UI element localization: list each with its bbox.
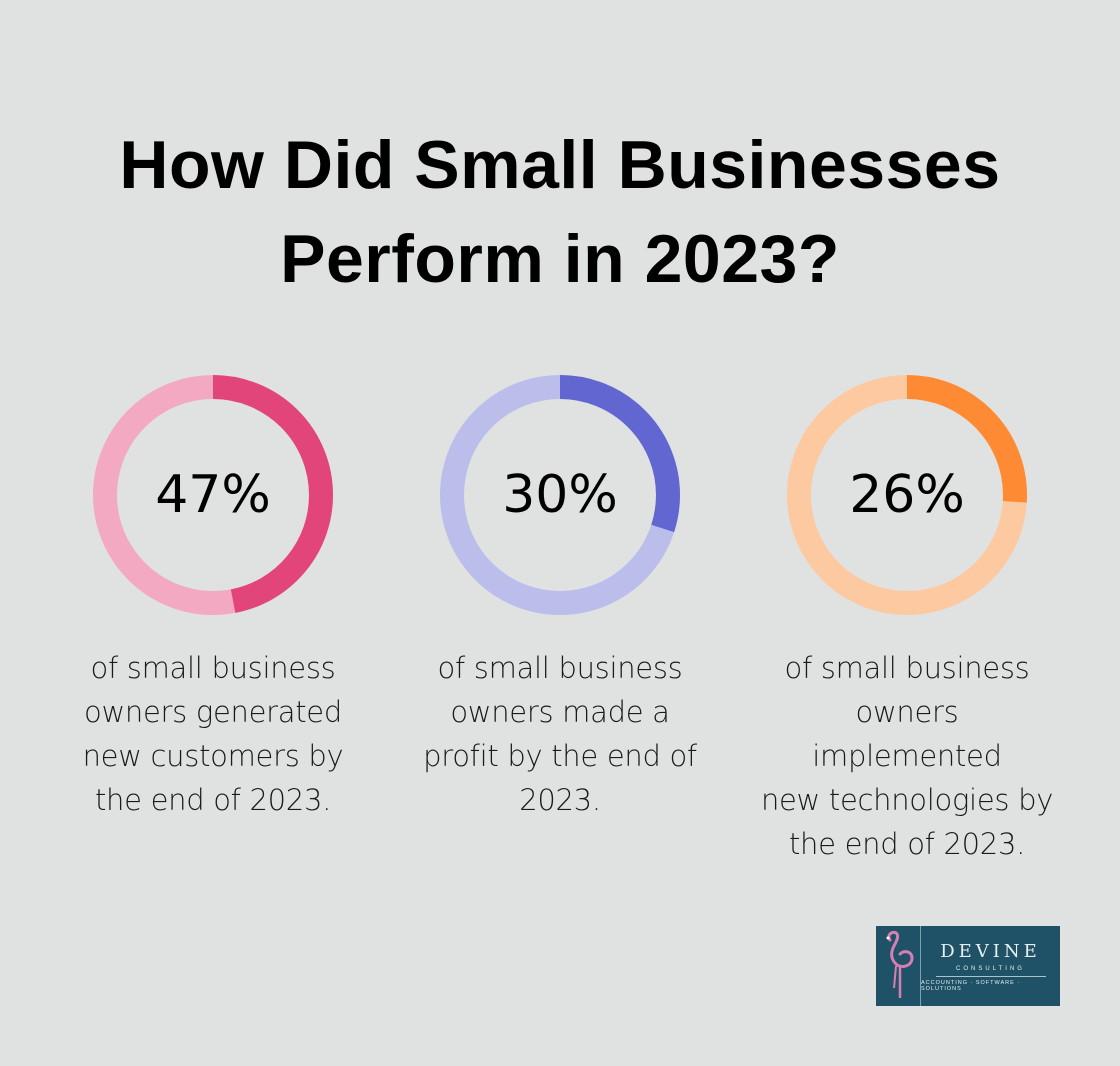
percent-label-3: 26% — [849, 465, 965, 525]
logo-sub: CONSULTING — [956, 965, 1025, 972]
donut-fill-2 — [440, 375, 680, 615]
stat-new-customers: 47% of small business owners generated n… — [63, 370, 363, 822]
logo-text: DEVINE CONSULTING ACCOUNTING · SOFTWARE … — [921, 926, 1060, 1006]
caption-3-line-3: new technologies by — [760, 783, 1054, 817]
caption-1: of small business owners generated new c… — [63, 646, 363, 822]
page-title: How Did Small Businesses Perform in 2023… — [0, 118, 1120, 306]
stat-new-technologies: 26% of small business owners implemented… — [757, 370, 1057, 866]
stat-profit: 30% of small business owners made a prof… — [410, 370, 710, 822]
caption-2-line-2: owners made a — [450, 695, 670, 729]
title-line-1: How Did Small Businesses — [119, 127, 1001, 203]
caption-1-line-4: the end of 2023. — [94, 783, 332, 817]
logo-tagline: ACCOUNTING · SOFTWARE · SOLUTIONS — [921, 979, 1021, 992]
caption-2-line-4: 2023. — [519, 783, 601, 817]
caption-3-line-2: owners implemented — [812, 695, 1002, 773]
logo-divider — [935, 975, 1046, 977]
caption-3-line-1: of small business — [784, 651, 1030, 685]
donut-svg-3 — [787, 375, 1027, 615]
caption-1-line-2: owners generated — [84, 695, 342, 729]
title-line-2: Perform in 2023? — [280, 221, 840, 297]
donut-chart-2: 30% — [435, 370, 685, 620]
caption-2-line-1: of small business — [437, 651, 683, 685]
donut-fill-3 — [787, 375, 1027, 615]
caption-1-line-3: new customers by — [82, 739, 344, 773]
caption-2-line-3: profit by the end of — [423, 739, 697, 773]
caption-3-line-4: the end of 2023. — [788, 827, 1026, 861]
caption-1-line-1: of small business — [90, 651, 336, 685]
caption-3: of small business owners implemented new… — [757, 646, 1057, 866]
logo-name: DEVINE — [940, 940, 1041, 962]
flamingo-icon — [876, 926, 921, 1006]
percent-label-2: 30% — [502, 465, 618, 525]
donut-chart-3: 26% — [782, 370, 1032, 620]
company-logo: DEVINE CONSULTING ACCOUNTING · SOFTWARE … — [876, 926, 1060, 1006]
percent-label-1: 47% — [155, 465, 271, 525]
donut-fill-1 — [93, 375, 333, 615]
donut-svg-2 — [440, 375, 680, 615]
caption-2: of small business owners made a profit b… — [410, 646, 710, 822]
donut-chart-1: 47% — [88, 370, 338, 620]
donut-svg-1 — [93, 375, 333, 615]
